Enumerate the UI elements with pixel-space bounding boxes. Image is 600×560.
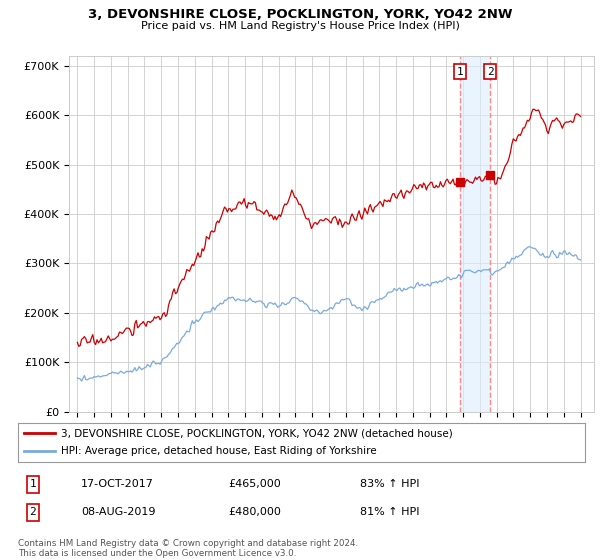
Text: Contains HM Land Registry data © Crown copyright and database right 2024.
This d: Contains HM Land Registry data © Crown c… — [18, 539, 358, 558]
Text: HPI: Average price, detached house, East Riding of Yorkshire: HPI: Average price, detached house, East… — [61, 446, 376, 456]
Text: 17-OCT-2017: 17-OCT-2017 — [81, 479, 154, 489]
Text: 3, DEVONSHIRE CLOSE, POCKLINGTON, YORK, YO42 2NW: 3, DEVONSHIRE CLOSE, POCKLINGTON, YORK, … — [88, 8, 512, 21]
Text: 1: 1 — [29, 479, 37, 489]
Text: 08-AUG-2019: 08-AUG-2019 — [81, 507, 155, 517]
Text: 83% ↑ HPI: 83% ↑ HPI — [360, 479, 419, 489]
Text: Price paid vs. HM Land Registry's House Price Index (HPI): Price paid vs. HM Land Registry's House … — [140, 21, 460, 31]
Text: 2: 2 — [487, 67, 493, 77]
Text: 1: 1 — [457, 67, 463, 77]
Text: 2: 2 — [29, 507, 37, 517]
Text: £465,000: £465,000 — [228, 479, 281, 489]
Text: £480,000: £480,000 — [228, 507, 281, 517]
Text: 3, DEVONSHIRE CLOSE, POCKLINGTON, YORK, YO42 2NW (detached house): 3, DEVONSHIRE CLOSE, POCKLINGTON, YORK, … — [61, 428, 452, 438]
Bar — [460, 56, 490, 412]
Text: 81% ↑ HPI: 81% ↑ HPI — [360, 507, 419, 517]
